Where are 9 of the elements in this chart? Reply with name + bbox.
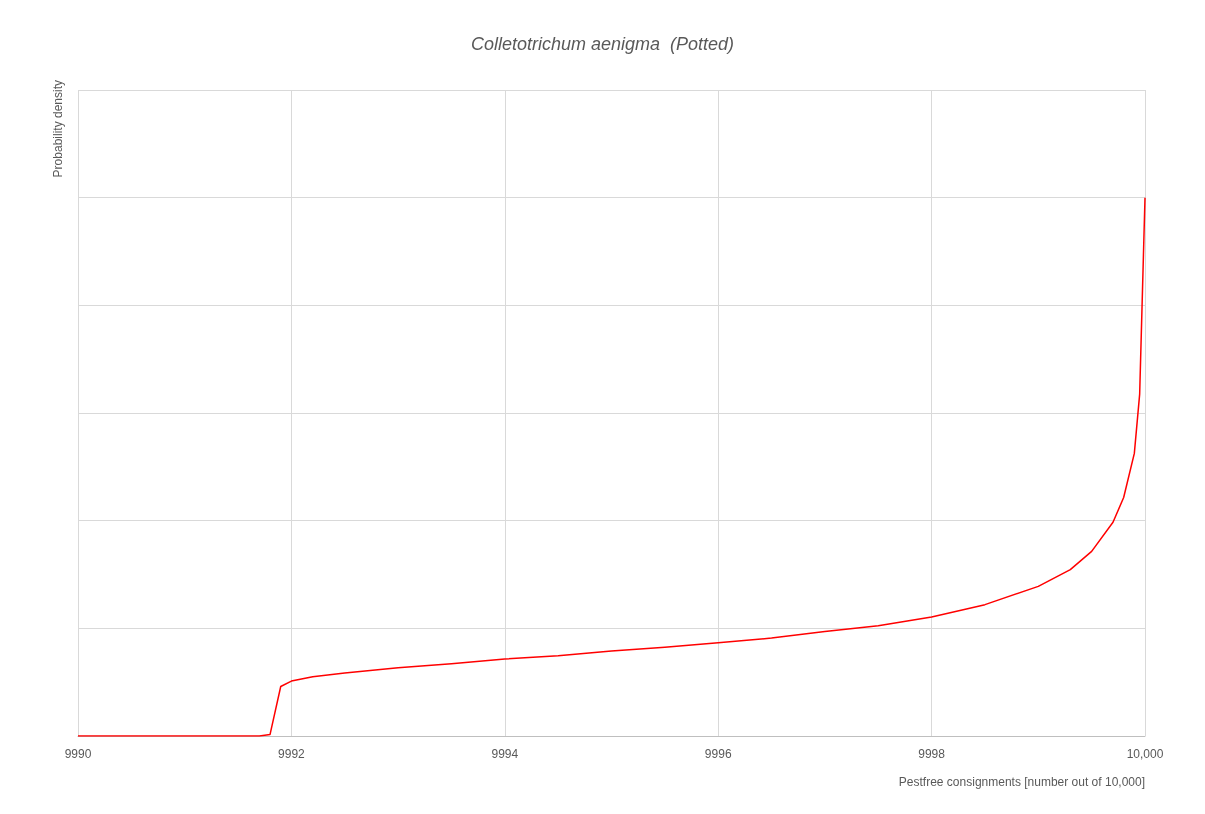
x-tick-label: 9992 <box>278 747 306 761</box>
x-tick-label: 9994 <box>491 747 519 761</box>
x-tick-label: 9996 <box>704 747 732 761</box>
x-axis-title: Pestfree consignments [number out of 10,000] <box>898 775 1145 789</box>
x-tick-label: 9998 <box>918 747 946 761</box>
x-tick-label: 9990 <box>64 747 92 761</box>
x-tick-label: 10,000 <box>1126 747 1164 761</box>
chart-title: Colletotrichum aenigma (Potted) <box>470 34 735 54</box>
y-axis-title: Probability density <box>51 80 65 178</box>
